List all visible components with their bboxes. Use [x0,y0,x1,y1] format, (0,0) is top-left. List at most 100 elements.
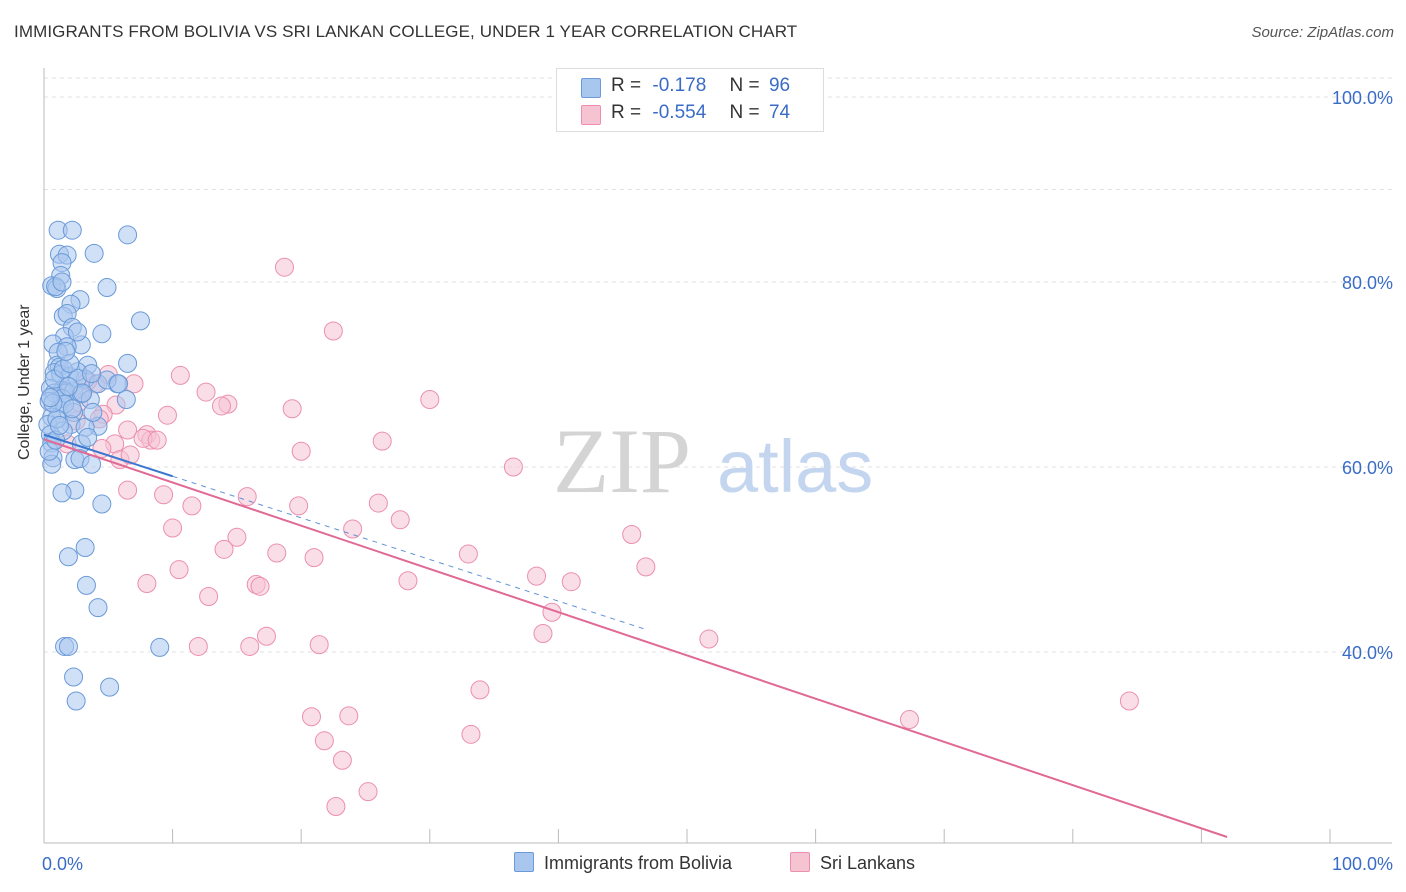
data-point-bolivia [67,322,87,342]
data-point-sri-lankans [274,257,294,277]
trend-lines [43,433,1228,838]
legend-n-label: N = [729,75,760,96]
data-point-sri-lankans [899,710,919,730]
data-point-sri-lankans [309,635,329,655]
y-tick-label: 100.0% [1332,88,1393,108]
trend-line-sri-lankans [43,438,1228,838]
bottom-legend-label-bolivia: Immigrants from Bolivia [544,853,733,873]
y-tick-label: 60.0% [1342,458,1393,478]
data-point-sri-lankans [240,636,260,656]
data-point-bolivia [83,402,103,422]
data-point-bolivia [78,427,98,447]
legend-swatch-bolivia [581,78,601,98]
data-point-bolivia [66,691,86,711]
source-credit: Source: ZipAtlas.com [1251,24,1394,41]
data-point-sri-lankans [636,557,656,577]
data-point-sri-lankans [182,496,202,516]
correlation-legend: R = -0.178 N = 96 R = -0.554 N = 74 [556,68,824,132]
grid-lines [44,77,1392,653]
data-point-bolivia [84,243,104,263]
data-point-sri-lankans [118,420,138,440]
chart-title: IMMIGRANTS FROM BOLIVIA VS SRI LANKAN CO… [14,22,798,41]
watermark-atlas: atlas [717,425,873,508]
data-point-sri-lankans [163,518,183,538]
bottom-legend-sri-lankans: Sri Lankans [790,852,915,874]
tick-labels: 40.0% 60.0% 80.0% 100.0% 0.0% 100.0% [42,88,1393,874]
data-point-bolivia [92,324,112,344]
data-point-bolivia [64,667,84,687]
data-point-sri-lankans [157,405,177,425]
data-point-sri-lankans [390,510,410,530]
data-point-bolivia [52,483,72,503]
data-point-bolivia [82,364,102,384]
x-tick-label: 100.0% [1332,854,1393,874]
data-point-bolivia [130,311,150,331]
data-point-bolivia [118,353,138,373]
data-point-bolivia [40,388,60,408]
bottom-legend-bolivia: Immigrants from Bolivia [514,852,732,874]
data-point-bolivia [100,677,120,697]
data-point-sri-lankans [291,441,311,461]
series-sri-lankans-points [53,257,1139,816]
data-point-sri-lankans [372,431,392,451]
data-point-sri-lankans [92,439,112,458]
data-point-sri-lankans [301,707,321,727]
trend-line-bolivia-extended [172,475,649,631]
data-point-bolivia [118,225,138,245]
data-point-bolivia [58,377,78,397]
data-point-sri-lankans [503,457,523,477]
data-point-sri-lankans [527,566,547,586]
data-point-sri-lankans [343,519,363,539]
legend-r-label: R = [611,75,642,96]
legend-r-value: -0.554 [652,102,707,123]
data-point-sri-lankans [314,731,334,751]
data-point-sri-lankans [250,576,270,596]
data-point-sri-lankans [326,796,346,816]
data-point-sri-lankans [622,525,642,545]
bottom-legend-label-sri-lankans: Sri Lankans [820,853,916,873]
data-point-sri-lankans [237,487,257,507]
data-point-sri-lankans [398,571,418,591]
data-point-sri-lankans [227,527,247,547]
data-point-sri-lankans [304,548,324,568]
data-point-sri-lankans [339,706,359,726]
data-point-bolivia [75,537,95,557]
data-point-sri-lankans [358,782,378,802]
legend-n-value: 74 [768,102,791,123]
data-point-sri-lankans [154,485,174,505]
data-point-sri-lankans [332,750,352,770]
data-point-bolivia [116,389,136,409]
data-point-bolivia [58,547,78,567]
y-tick-label: 80.0% [1342,273,1393,293]
data-point-sri-lankans [147,430,167,450]
data-point-sri-lankans [699,629,719,649]
data-point-sri-lankans [1119,691,1139,711]
data-point-sri-lankans [368,493,388,513]
data-point-sri-lankans [323,321,343,341]
bottom-legend-swatch-sri-lankans [790,852,810,872]
data-point-sri-lankans [470,680,490,700]
data-point-sri-lankans [199,587,219,606]
data-point-sri-lankans [188,636,208,656]
data-point-sri-lankans [120,445,140,465]
legend-n-label: N = [729,102,760,123]
legend-r-label: R = [611,102,642,123]
data-point-bolivia [58,636,78,656]
data-point-sri-lankans [170,365,190,385]
y-axis-label: College, Under 1 year [16,304,33,460]
bottom-legend-swatch-bolivia [514,852,534,872]
data-point-sri-lankans [211,396,231,416]
series-bolivia-points [38,220,170,711]
data-point-bolivia [62,399,82,419]
data-point-bolivia [97,278,117,298]
data-point-bolivia [92,494,112,514]
data-point-sri-lankans [561,572,581,592]
data-point-bolivia [76,575,96,595]
data-point-sri-lankans [289,496,309,516]
data-point-sri-lankans [196,382,216,402]
data-point-sri-lankans [282,399,302,419]
data-point-sri-lankans [533,624,553,643]
data-point-sri-lankans [137,574,157,594]
data-point-bolivia [56,341,76,361]
